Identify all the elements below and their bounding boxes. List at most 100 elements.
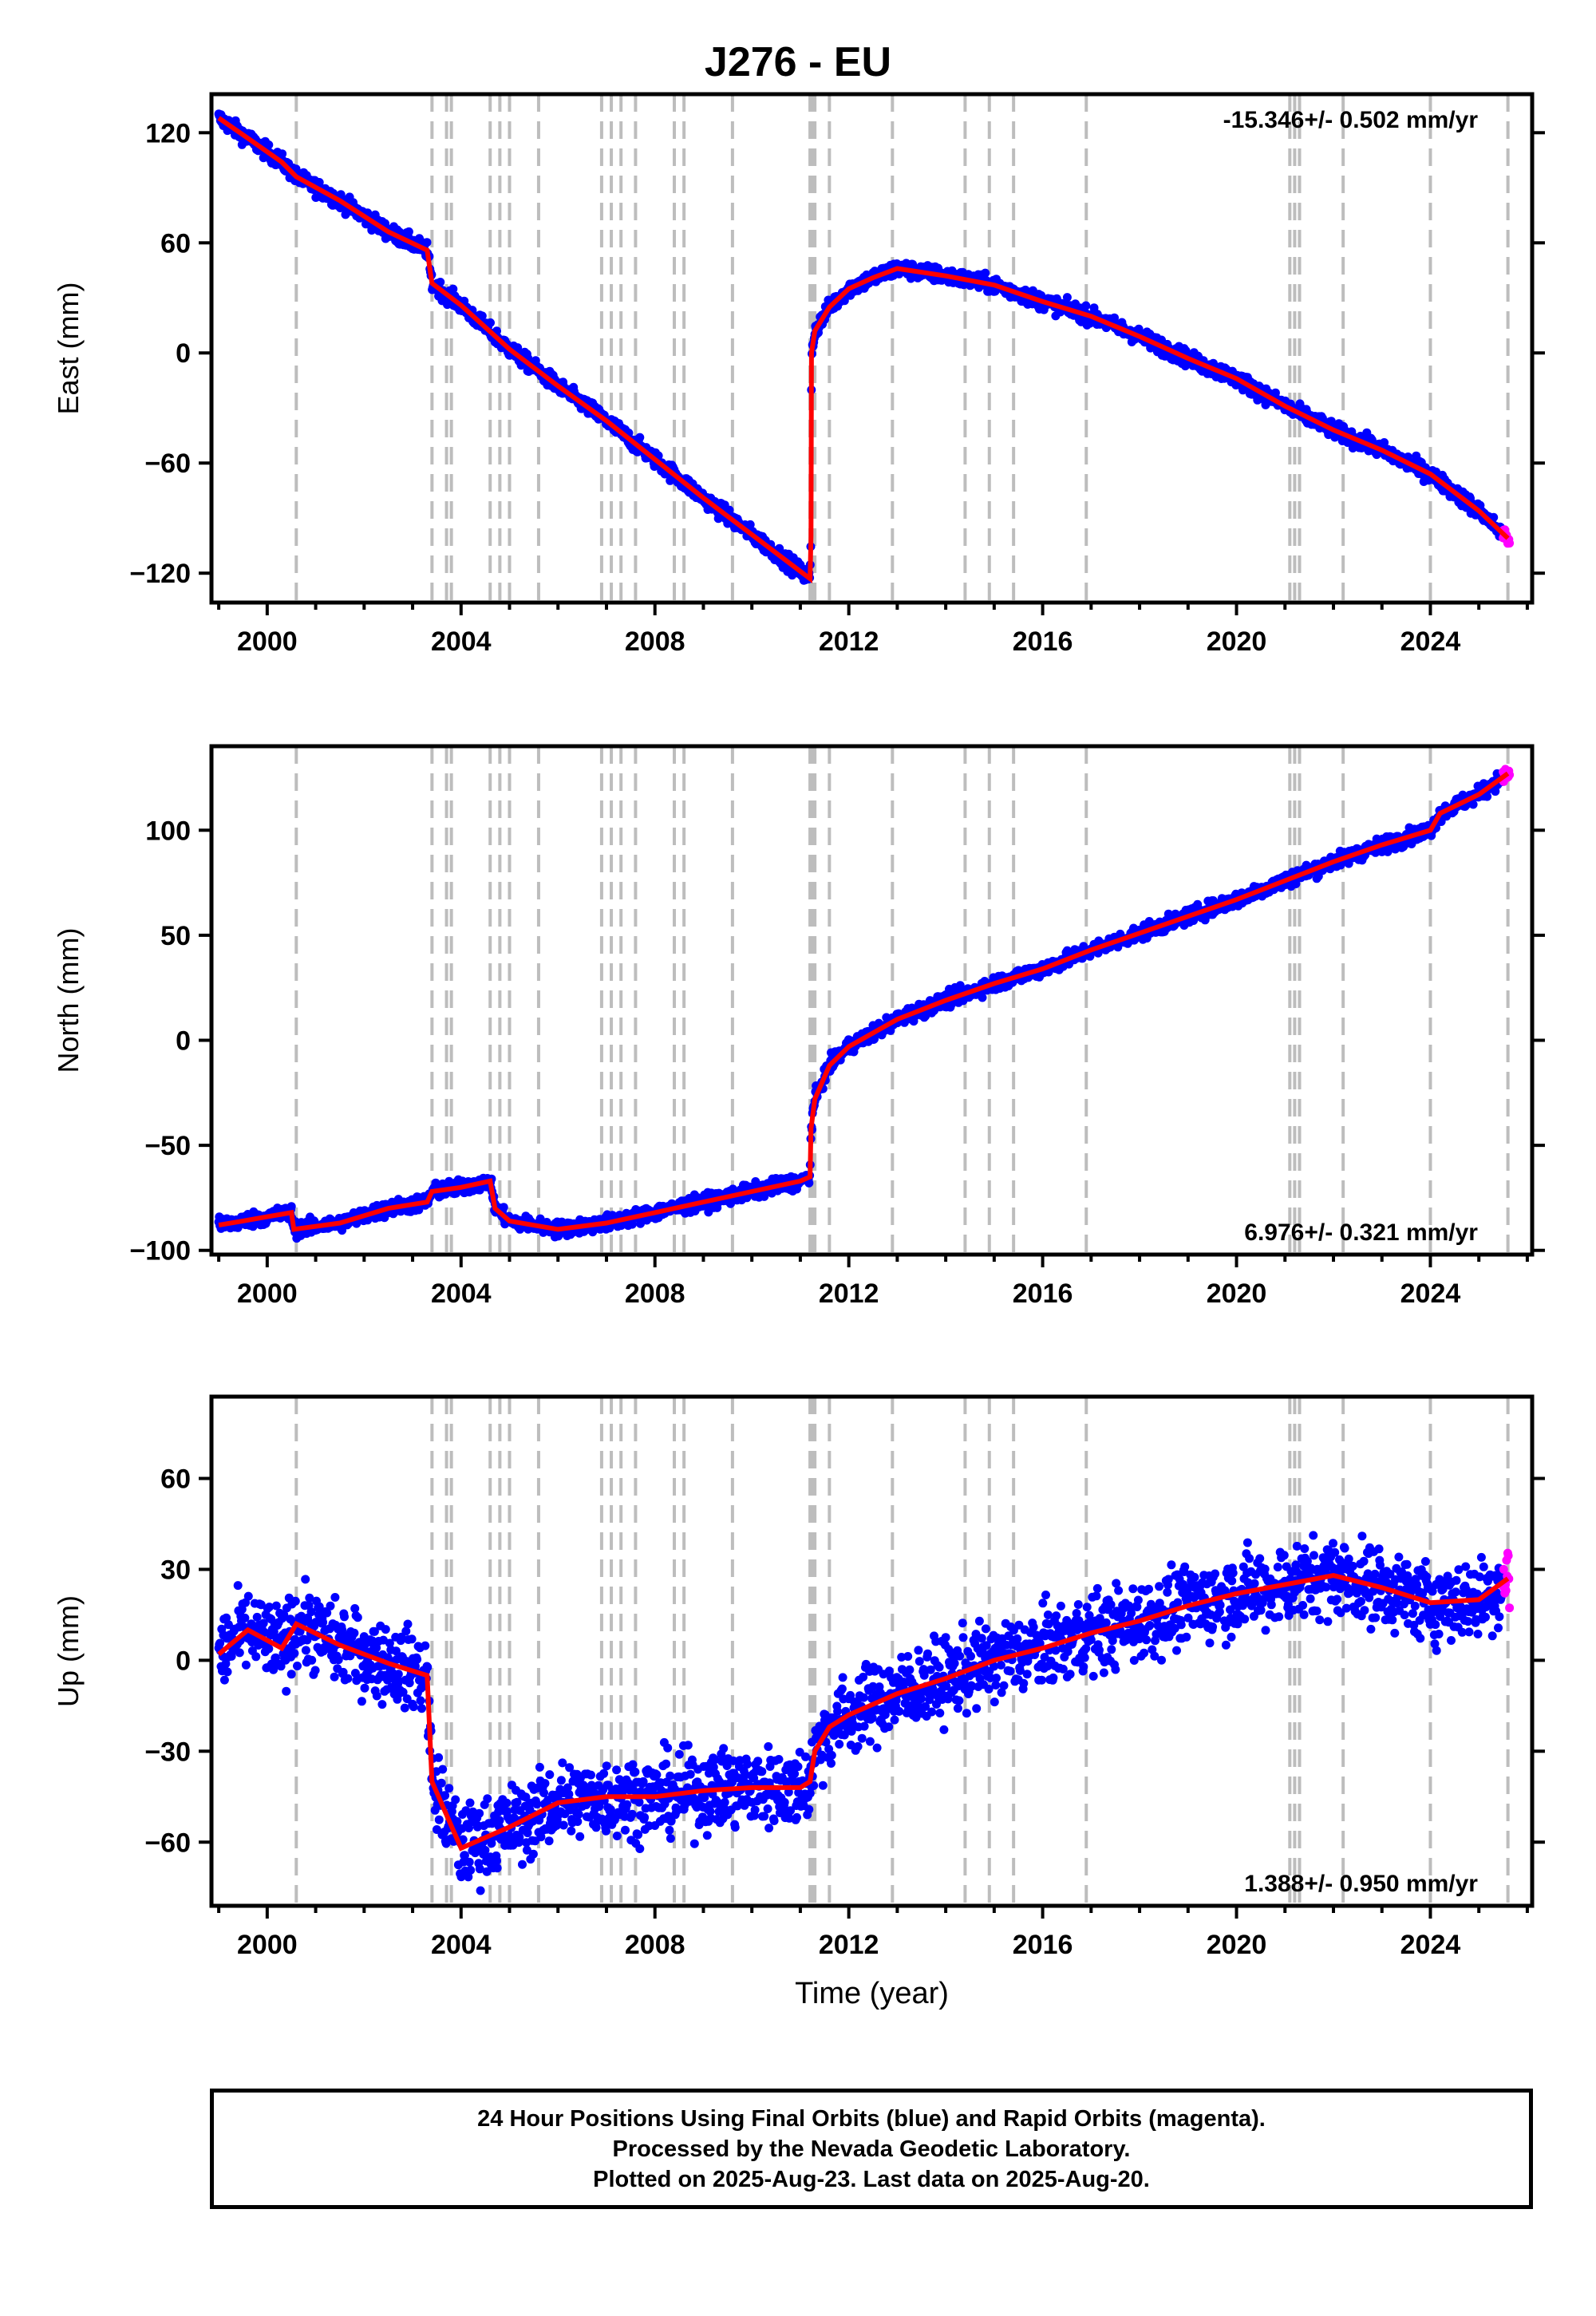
final-orbit-point: [381, 1625, 390, 1634]
final-orbit-point: [417, 1704, 426, 1713]
final-orbit-point: [1483, 792, 1492, 801]
final-orbit-point: [369, 1626, 379, 1636]
final-orbit-point: [377, 1700, 387, 1709]
plot-frame: [209, 92, 1535, 605]
final-orbit-point: [282, 1686, 291, 1696]
final-orbit-point: [391, 1646, 401, 1656]
x-tick-label: 2024: [1400, 1279, 1461, 1309]
rate-annotation: 6.976+/- 0.321 mm/yr: [1244, 1219, 1478, 1246]
chart-title: J276 - EU: [704, 39, 892, 85]
final-orbit-point: [318, 1618, 328, 1627]
final-orbit-point: [241, 1660, 251, 1670]
final-orbit-point: [265, 1603, 274, 1612]
final-orbit-point: [394, 1676, 404, 1686]
x-tick-label: 2020: [1207, 1279, 1267, 1309]
y-tick-label: 120: [145, 118, 191, 148]
final-orbit-point: [775, 543, 784, 553]
final-orbit-point: [398, 1687, 408, 1697]
final-orbit-point: [385, 1638, 394, 1648]
y-axis-label: East (mm): [52, 283, 85, 415]
final-orbit-point: [290, 1596, 300, 1606]
y-tick-label: −100: [129, 1236, 191, 1267]
final-orbit-point: [393, 1670, 403, 1679]
final-orbit-point: [302, 1635, 312, 1645]
final-orbit-point: [322, 1608, 332, 1618]
final-orbit-point: [279, 1610, 289, 1619]
final-orbit-point: [804, 1178, 814, 1188]
final-orbit-point: [350, 1604, 360, 1613]
final-orbit-point: [307, 1655, 317, 1665]
final-orbit-point: [981, 268, 990, 278]
final-orbit-point: [477, 311, 487, 321]
final-orbit-point: [407, 1634, 417, 1644]
y-tick-label: 60: [160, 228, 191, 259]
data-points: [214, 765, 1515, 1243]
final-orbit-point: [259, 1618, 268, 1628]
x-tick-label: 2004: [431, 1279, 492, 1309]
y-tick-label: 0: [176, 1026, 191, 1057]
final-orbit-point: [233, 1581, 243, 1591]
final-orbit-point: [343, 1674, 353, 1683]
final-orbit-point: [223, 1667, 232, 1677]
final-orbit-point: [269, 1665, 279, 1674]
final-orbit-point: [221, 1659, 231, 1669]
trend-line: [217, 116, 1510, 584]
x-tick-label: 2016: [1013, 626, 1073, 657]
final-orbit-point: [306, 1607, 316, 1617]
y-axis-label: North (mm): [52, 928, 85, 1073]
final-orbit-point: [330, 1593, 340, 1602]
final-orbit-point: [448, 284, 458, 294]
final-orbit-point: [243, 1591, 253, 1601]
final-orbit-point: [397, 1632, 406, 1642]
final-orbit-point: [334, 1655, 343, 1665]
y-tick-label: 100: [145, 816, 191, 846]
final-orbit-point: [340, 1612, 349, 1622]
final-orbit-point: [372, 1691, 381, 1701]
final-orbit-point: [1062, 293, 1072, 302]
final-orbit-point: [486, 318, 495, 327]
final-orbit-point: [627, 1219, 637, 1229]
final-orbit-point: [286, 1202, 296, 1211]
final-orbit-point: [338, 1667, 348, 1677]
final-orbit-point: [368, 1636, 377, 1646]
final-orbit-point: [499, 1203, 508, 1212]
final-orbit-point: [330, 1672, 339, 1682]
final-orbit-point: [271, 1653, 280, 1662]
final-orbit-point: [264, 140, 274, 149]
y-tick-label: 50: [160, 921, 191, 951]
final-orbit-point: [350, 1628, 359, 1638]
final-orbit-point: [219, 1675, 229, 1685]
final-orbit-point: [978, 993, 987, 1002]
final-orbit-point: [409, 1702, 418, 1712]
trend-line: [218, 771, 1510, 1232]
x-tick-label: 2000: [237, 626, 298, 657]
rate-annotation: -15.346+/- 0.502 mm/yr: [1223, 107, 1479, 133]
final-orbit-point: [240, 1613, 250, 1622]
final-orbit-point: [403, 1619, 413, 1629]
final-orbit-point: [422, 238, 432, 247]
x-tick-label: 2008: [625, 1279, 685, 1309]
y-tick-label: −120: [129, 559, 191, 589]
final-orbit-point: [326, 1601, 335, 1611]
x-tick-label: 2012: [819, 1279, 879, 1309]
final-orbit-point: [745, 520, 755, 529]
final-orbit-point: [252, 1612, 262, 1622]
x-tick-label: 2016: [1013, 1279, 1073, 1309]
final-orbit-point: [635, 433, 645, 442]
final-orbit-point: [224, 1620, 233, 1630]
data-points: [214, 1531, 1515, 1895]
final-orbit-point: [357, 1697, 366, 1706]
final-orbit-point: [251, 1652, 261, 1662]
final-orbit-point: [404, 227, 413, 236]
y-tick-label: −60: [144, 449, 191, 479]
plot-frame: [209, 744, 1535, 1257]
final-orbit-point: [1380, 438, 1389, 447]
x-tick-label: 2008: [625, 626, 685, 657]
final-orbit-point: [301, 1646, 310, 1655]
x-tick-label: 2004: [431, 626, 492, 657]
final-orbit-point: [1404, 453, 1412, 461]
final-orbit-point: [305, 1593, 314, 1603]
final-orbit-point: [372, 1643, 381, 1653]
